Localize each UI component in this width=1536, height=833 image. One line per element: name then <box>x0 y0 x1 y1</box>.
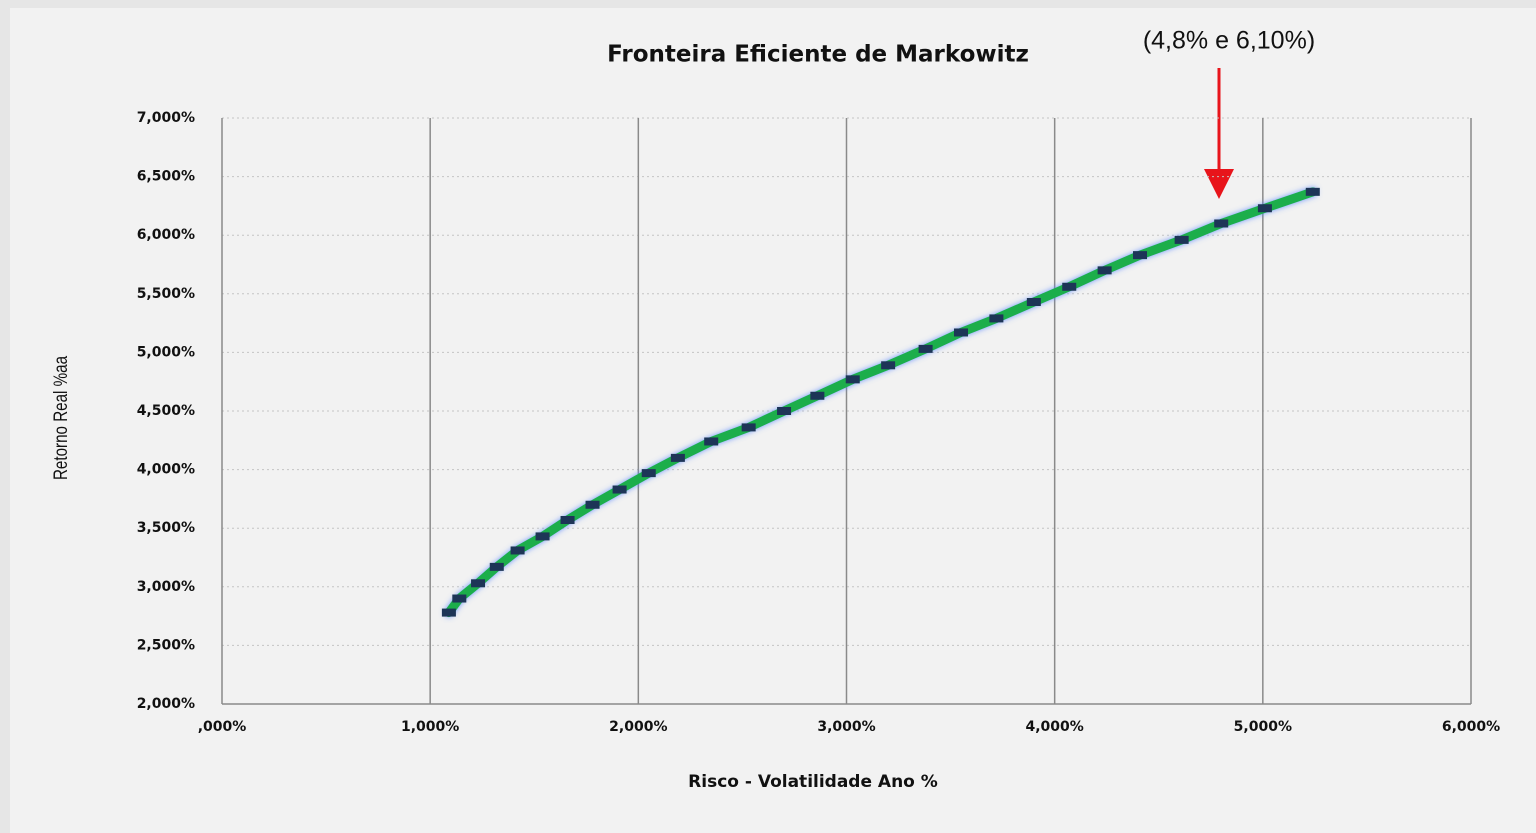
y-tick-label: 6,000% <box>137 227 195 243</box>
point <box>953 328 968 337</box>
y-tick-label: 5,000% <box>137 344 195 360</box>
y-tick-label: 3,500% <box>137 520 195 536</box>
point <box>585 500 600 509</box>
point <box>560 515 575 524</box>
point <box>471 579 486 588</box>
y-tick-label: 2,000% <box>137 696 195 712</box>
y-tick-label: 4,000% <box>137 462 195 478</box>
point <box>810 391 825 400</box>
y-tick-label: 5,500% <box>137 286 195 302</box>
point <box>1026 298 1041 307</box>
point <box>741 423 756 432</box>
x-axis-label: Risco - Volatilidade Ano % <box>688 772 938 792</box>
point <box>1305 187 1320 196</box>
frontier-line <box>444 187 1318 618</box>
y-tick-label: 3,000% <box>137 579 195 595</box>
x-tick-label: 3,000% <box>817 719 875 735</box>
point <box>777 407 792 415</box>
y-tick-label: 4,500% <box>137 403 195 419</box>
y-tick-label: 6,500% <box>137 169 195 185</box>
x-tick-label: ,000% <box>198 719 247 735</box>
point <box>441 608 456 617</box>
y-axis-label: Retorno Real %aa <box>49 356 71 480</box>
x-tick-label: 5,000% <box>1234 719 1292 735</box>
y-tick-label: 2,500% <box>137 637 195 653</box>
point <box>1214 219 1229 228</box>
point <box>641 469 656 478</box>
y-tick-label: 7,000% <box>137 110 195 126</box>
chart-title: Fronteira Eficiente de Markowitz <box>607 42 1029 68</box>
point <box>612 485 627 494</box>
x-tick-label: 2,000% <box>609 719 667 735</box>
point <box>881 361 896 370</box>
point <box>1174 235 1189 244</box>
point <box>452 594 467 603</box>
point <box>1062 282 1077 291</box>
point <box>1097 266 1112 275</box>
point <box>1133 251 1148 260</box>
point <box>535 532 550 541</box>
point <box>989 314 1004 323</box>
x-tick-label: 1,000% <box>401 719 459 735</box>
point <box>845 375 860 384</box>
point <box>704 437 719 446</box>
x-tick-label: 4,000% <box>1026 719 1084 735</box>
annotation: (4,8% e 6,10%) <box>1143 27 1315 55</box>
point <box>918 344 933 353</box>
point <box>1257 204 1272 213</box>
x-tick-label: 6,000% <box>1442 719 1500 735</box>
point <box>510 546 525 555</box>
point <box>670 453 685 462</box>
point <box>489 562 504 571</box>
